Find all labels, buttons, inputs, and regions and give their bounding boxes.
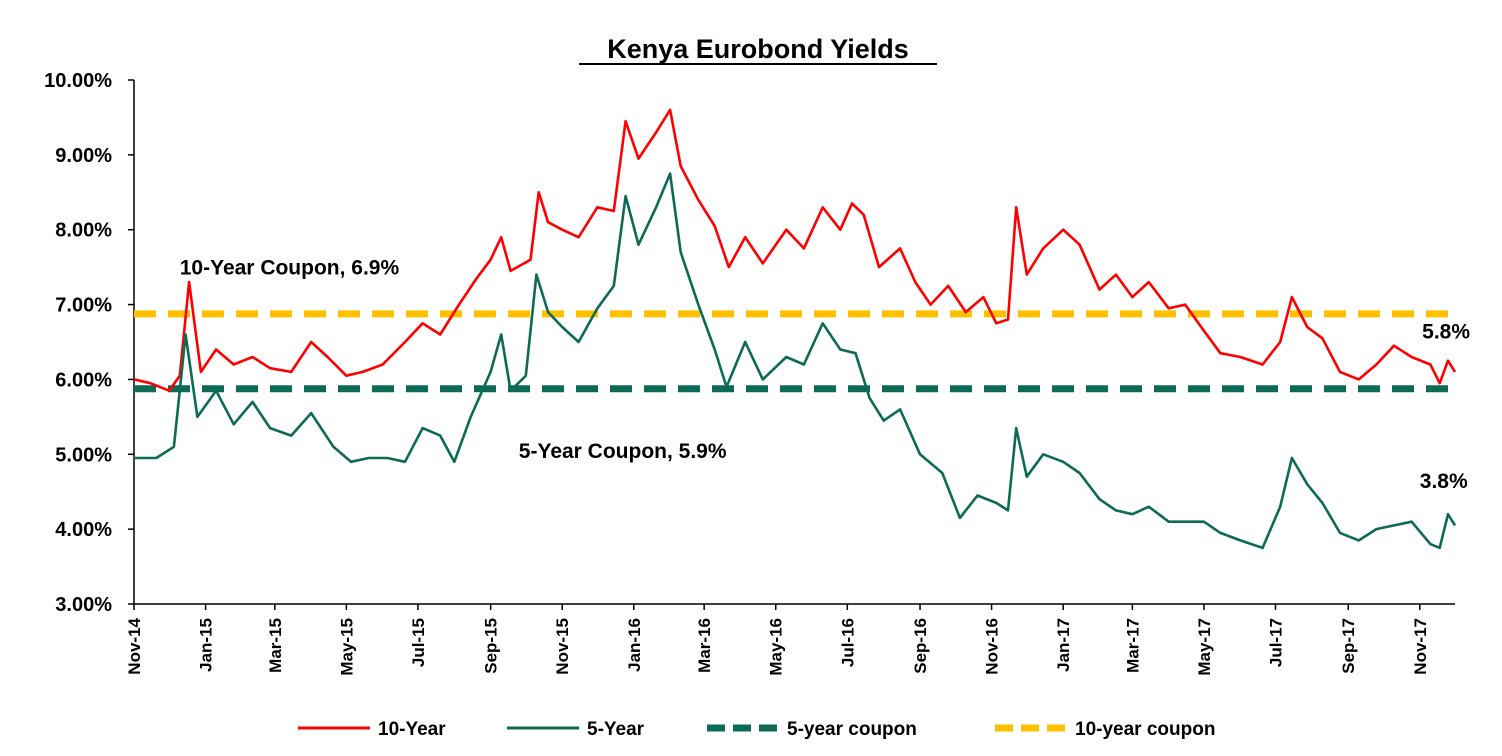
annotations: 10-Year Coupon, 6.9% 5-Year Coupon, 5.9% 5… (180, 257, 1471, 493)
x-tick-label: Nov-15 (553, 618, 572, 675)
x-tick-label: Jul-15 (409, 618, 428, 667)
y-tick-label: 5.00% (55, 444, 112, 466)
series-line-5-year (134, 172, 1457, 550)
y-tick-label: 4.00% (55, 519, 112, 541)
legend-label: 5-Year (587, 719, 645, 740)
y-tick-label: 6.00% (55, 369, 112, 391)
legend: 10-Year 5-Year 5-year coupon 10-year coupon (298, 719, 1215, 740)
x-tick-label: May-15 (337, 618, 356, 676)
legend-label: 10-year coupon (1075, 719, 1215, 740)
x-axis: Nov-14 Jan-15 Mar-15 May-15 Jul-15 Sep-15 Nov-… (125, 603, 1455, 676)
x-tick-label: Sep-15 (482, 618, 501, 674)
y-tick-label: 10.00% (44, 70, 112, 92)
x-tick-label: Jan-16 (625, 618, 644, 672)
y-tick-label: 7.00% (55, 295, 112, 317)
annotation-label: 3.8% (1420, 470, 1468, 493)
x-tick-label: May-16 (767, 618, 786, 676)
annotation-label: 5.8% (1422, 320, 1470, 343)
x-tick-label: Sep-16 (911, 618, 930, 674)
x-tick-label: Nov-16 (983, 618, 1002, 675)
x-tick-label: Mar-15 (266, 618, 285, 673)
x-tick-label: Mar-17 (1123, 618, 1142, 673)
x-tick-label: Jan-17 (1054, 618, 1073, 672)
y-tick-label: 3.00% (55, 594, 112, 616)
x-tick-label: Mar-16 (695, 618, 714, 673)
x-tick-label: Nov-14 (125, 617, 144, 674)
legend-label: 5-year coupon (787, 719, 917, 740)
series-line-10-year (133, 108, 1457, 392)
x-tick-label: Nov-17 (1411, 618, 1430, 675)
x-tick-label: May-17 (1195, 618, 1214, 676)
plot-series (133, 108, 1457, 550)
chart-title: Kenya Eurobond Yields (607, 34, 909, 64)
annotation-label: 10-Year Coupon, 6.9% (180, 257, 400, 280)
annotation-label: 5-Year Coupon, 5.9% (519, 440, 727, 463)
x-tick-label: Jan-15 (197, 618, 216, 672)
y-tick-label: 9.00% (55, 145, 112, 167)
x-tick-label: Jul-17 (1267, 618, 1286, 667)
y-tick-label: 8.00% (55, 220, 112, 242)
x-tick-label: Sep-17 (1339, 618, 1358, 674)
y-axis: 3.00% 4.00% 5.00% 6.00% 7.00% 8.00% 9.00% 10.00… (44, 70, 135, 616)
x-tick-label: Jul-16 (838, 618, 857, 667)
legend-label: 10-Year (378, 719, 446, 740)
